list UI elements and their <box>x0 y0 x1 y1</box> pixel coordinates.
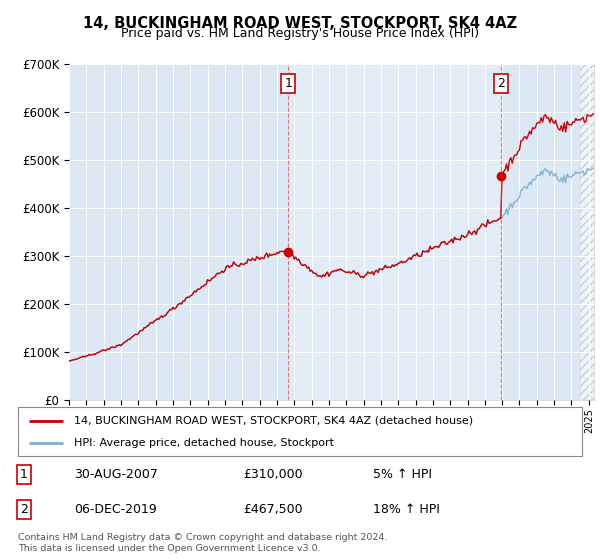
Text: 2: 2 <box>497 77 505 90</box>
Text: 30-AUG-2007: 30-AUG-2007 <box>74 468 158 481</box>
FancyBboxPatch shape <box>18 407 582 456</box>
Bar <box>289 64 501 400</box>
Text: 14, BUCKINGHAM ROAD WEST, STOCKPORT, SK4 4AZ (detached house): 14, BUCKINGHAM ROAD WEST, STOCKPORT, SK4… <box>74 416 473 426</box>
Text: 5% ↑ HPI: 5% ↑ HPI <box>373 468 433 481</box>
Text: Contains HM Land Registry data © Crown copyright and database right 2024.
This d: Contains HM Land Registry data © Crown c… <box>18 533 388 553</box>
Text: 1: 1 <box>20 468 28 481</box>
Text: £467,500: £467,500 <box>244 503 303 516</box>
Text: £310,000: £310,000 <box>244 468 303 481</box>
Text: HPI: Average price, detached house, Stockport: HPI: Average price, detached house, Stoc… <box>74 437 334 447</box>
Text: Price paid vs. HM Land Registry's House Price Index (HPI): Price paid vs. HM Land Registry's House … <box>121 27 479 40</box>
Text: 2: 2 <box>20 503 28 516</box>
Text: 1: 1 <box>284 77 292 90</box>
Text: 18% ↑ HPI: 18% ↑ HPI <box>373 503 440 516</box>
Text: 06-DEC-2019: 06-DEC-2019 <box>74 503 157 516</box>
Text: 14, BUCKINGHAM ROAD WEST, STOCKPORT, SK4 4AZ: 14, BUCKINGHAM ROAD WEST, STOCKPORT, SK4… <box>83 16 517 31</box>
